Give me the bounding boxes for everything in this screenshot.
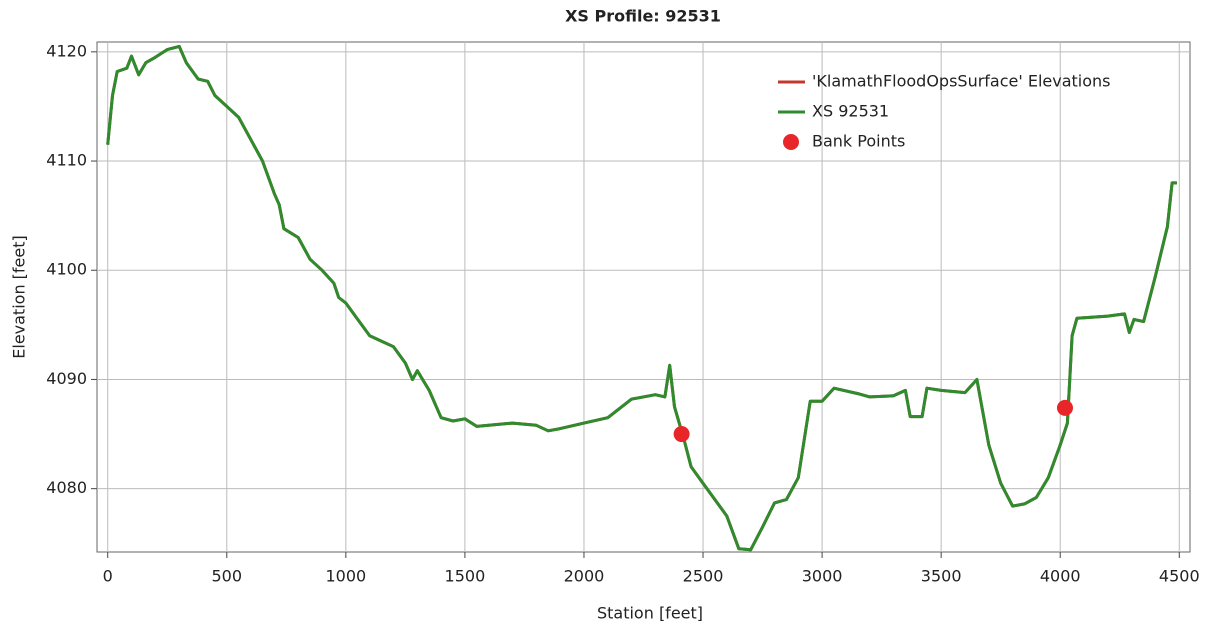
x-tick-label: 1000 bbox=[325, 567, 366, 586]
bank-point bbox=[673, 426, 690, 443]
x-tick-label: 1500 bbox=[445, 567, 486, 586]
plot-area bbox=[96, 41, 1191, 553]
y-tick-label: 4080 bbox=[46, 478, 87, 497]
y-axis-label: Elevation [feet] bbox=[10, 235, 29, 358]
x-tick-label: 4000 bbox=[1040, 567, 1081, 586]
x-tick-label: 500 bbox=[212, 567, 243, 586]
y-tick-label: 4120 bbox=[46, 41, 87, 60]
chart-title: XS Profile: 92531 bbox=[565, 7, 721, 26]
legend-swatch bbox=[783, 134, 799, 150]
x-tick-label: 4500 bbox=[1159, 567, 1200, 586]
y-tick-label: 4090 bbox=[46, 369, 87, 388]
legend-label: 'KlamathFloodOpsSurface' Elevations bbox=[812, 72, 1111, 91]
legend-label: XS 92531 bbox=[812, 102, 889, 121]
x-tick-label: 2000 bbox=[564, 567, 605, 586]
x-tick-label: 0 bbox=[103, 567, 113, 586]
bank-point bbox=[1056, 399, 1073, 416]
x-tick-label: 2500 bbox=[683, 567, 724, 586]
x-axis-label: Station [feet] bbox=[597, 604, 703, 623]
legend-label: Bank Points bbox=[812, 132, 905, 151]
x-tick-label: 3000 bbox=[802, 567, 843, 586]
x-tick-label: 3500 bbox=[921, 567, 962, 586]
y-tick-label: 4100 bbox=[46, 260, 87, 279]
y-tick-label: 4110 bbox=[46, 151, 87, 170]
series-line bbox=[106, 44, 1177, 552]
